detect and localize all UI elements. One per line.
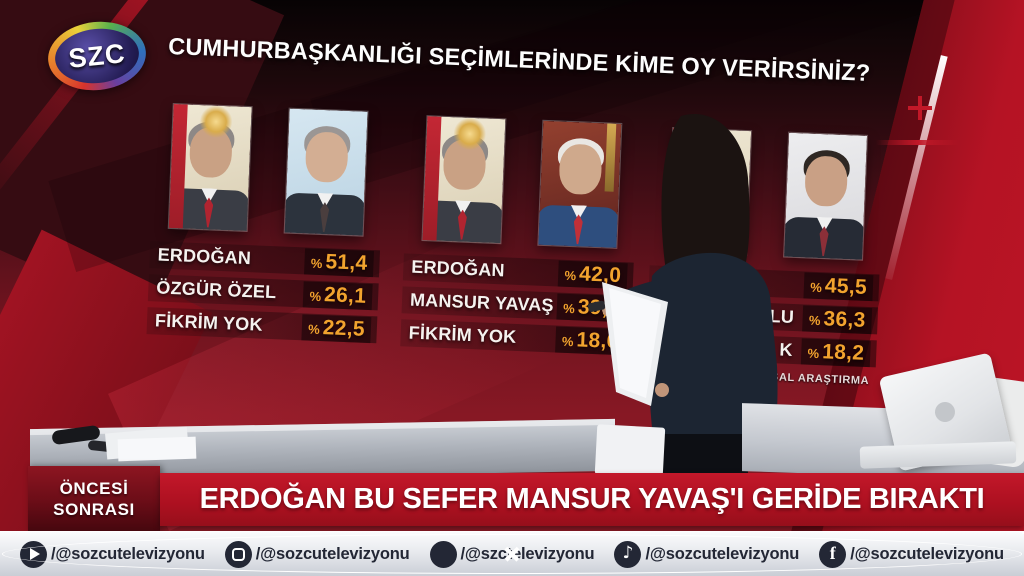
szc-logo-ring: SZC	[44, 17, 150, 95]
tag-line: ÖNCESİ	[59, 478, 129, 498]
candidate-name: ERDOĞAN	[157, 244, 252, 269]
headline-text: ERDOĞAN BU SEFER MANSUR YAVAŞ'I GERİDE B…	[199, 483, 985, 515]
presenter-papers-fold	[609, 288, 661, 398]
candidate-name: ÖZGÜR ÖZEL	[155, 277, 277, 303]
szc-logo-text: SZC	[67, 37, 127, 74]
candidate-photos	[147, 103, 390, 236]
photo-erdogan	[422, 116, 506, 244]
poll-row: FİKRİM YOK % 22,5	[146, 307, 378, 344]
szc-logo: SZC	[44, 17, 150, 95]
candidate-name: FİKRİM YOK	[154, 310, 264, 335]
percent-sign: %	[808, 312, 821, 328]
presenter-legs	[662, 434, 748, 476]
social-instagram: /@sozcutelevizyonu	[224, 540, 410, 568]
desk-papers	[117, 436, 197, 462]
poll-rows: ERDOĞAN % 51,4 ÖZGÜR ÖZEL % 26,1 FİKRİM YO…	[142, 241, 384, 344]
candidate-name: MANSUR YAVAŞ	[409, 289, 555, 316]
percent-sign: %	[310, 255, 323, 271]
percent-sign: %	[809, 279, 823, 295]
photo-ozgur-ozel	[284, 108, 368, 236]
candidate-name: ERDOĞAN	[411, 256, 506, 281]
instagram-icon	[224, 540, 252, 568]
presenter-hand	[655, 383, 669, 397]
poll-panel-1: ERDOĞAN % 51,4 ÖZGÜR ÖZEL % 26,1 FİKRİM YO…	[142, 103, 390, 344]
percent-number: 22,5	[322, 315, 366, 341]
percent-number: 18,2	[821, 339, 865, 365]
presenter	[556, 104, 796, 476]
headline-bar: ERDOĞAN BU SEFER MANSUR YAVAŞ'I GERİDE B…	[160, 473, 1024, 526]
percent-number: 51,4	[325, 249, 368, 275]
candidate-name: FİKRİM YOK	[408, 322, 517, 347]
percent-sign: %	[807, 345, 820, 361]
presenter-clicker	[587, 300, 606, 312]
backdrop-red-streak	[876, 140, 960, 145]
percent-value: % 22,5	[301, 313, 372, 343]
camera-glyph	[231, 547, 245, 561]
poll-row: ERDOĞAN % 51,4	[149, 241, 381, 278]
percent-value: % 26,1	[303, 280, 373, 310]
desk-papers	[594, 424, 666, 478]
social-bar: /@sozcutelevizyonu /@sozcutelevizyonu /@…	[0, 531, 1024, 576]
tag-line: SONRASI	[53, 499, 135, 519]
percent-number: 36,3	[823, 306, 867, 332]
presenter-hair	[661, 113, 750, 293]
percent-sign: %	[309, 288, 322, 304]
percent-number: 45,5	[824, 273, 868, 299]
lower-third-tag: ÖNCESİ SONRASI	[28, 466, 160, 532]
percent-value: % 18,2	[801, 337, 871, 367]
percent-value: % 36,3	[802, 304, 873, 334]
photo-erdogan	[168, 103, 252, 232]
poll-row: ÖZGÜR ÖZEL % 26,1	[147, 274, 379, 311]
percent-sign: %	[307, 321, 321, 337]
percent-number: 26,1	[323, 282, 367, 308]
percent-value: % 45,5	[803, 271, 874, 301]
plus-icon	[908, 96, 932, 120]
percent-value: % 51,4	[304, 247, 375, 277]
photo-imamoglu	[784, 132, 868, 260]
